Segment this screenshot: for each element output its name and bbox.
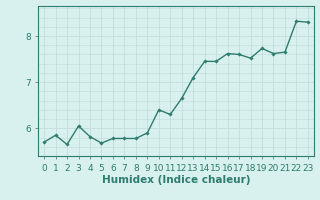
X-axis label: Humidex (Indice chaleur): Humidex (Indice chaleur) [102,175,250,185]
